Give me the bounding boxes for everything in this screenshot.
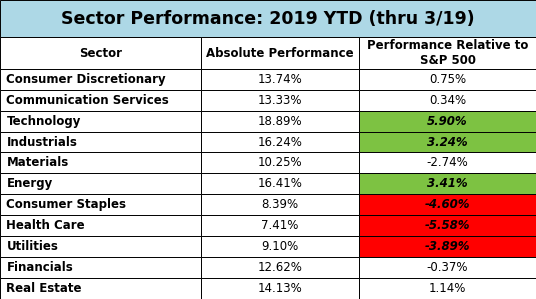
Text: 18.89%: 18.89% — [258, 115, 302, 128]
Text: -5.58%: -5.58% — [425, 219, 470, 232]
FancyBboxPatch shape — [201, 236, 359, 257]
Text: 3.24%: 3.24% — [427, 135, 468, 149]
Text: Real Estate: Real Estate — [6, 282, 82, 295]
FancyBboxPatch shape — [0, 90, 201, 111]
Text: -2.74%: -2.74% — [427, 156, 468, 170]
Text: 8.39%: 8.39% — [262, 198, 299, 211]
Text: Health Care: Health Care — [6, 219, 85, 232]
Text: 10.25%: 10.25% — [258, 156, 302, 170]
FancyBboxPatch shape — [359, 111, 536, 132]
Text: 16.41%: 16.41% — [258, 177, 302, 190]
Text: 16.24%: 16.24% — [258, 135, 302, 149]
Text: Consumer Staples: Consumer Staples — [6, 198, 126, 211]
FancyBboxPatch shape — [201, 132, 359, 152]
FancyBboxPatch shape — [201, 215, 359, 236]
Text: Performance Relative to
S&P 500: Performance Relative to S&P 500 — [367, 39, 528, 67]
FancyBboxPatch shape — [0, 278, 201, 299]
FancyBboxPatch shape — [201, 152, 359, 173]
Text: 3.41%: 3.41% — [427, 177, 468, 190]
FancyBboxPatch shape — [0, 173, 201, 194]
Text: 7.41%: 7.41% — [262, 219, 299, 232]
Text: 0.75%: 0.75% — [429, 73, 466, 86]
FancyBboxPatch shape — [359, 37, 536, 69]
Text: Sector Performance: 2019 YTD (thru 3/19): Sector Performance: 2019 YTD (thru 3/19) — [61, 10, 475, 28]
Text: -0.37%: -0.37% — [427, 261, 468, 274]
Text: 5.90%: 5.90% — [427, 115, 468, 128]
FancyBboxPatch shape — [201, 90, 359, 111]
FancyBboxPatch shape — [359, 152, 536, 173]
Text: 9.10%: 9.10% — [262, 240, 299, 253]
FancyBboxPatch shape — [201, 257, 359, 278]
FancyBboxPatch shape — [359, 132, 536, 152]
Text: Absolute Performance: Absolute Performance — [206, 47, 354, 60]
FancyBboxPatch shape — [0, 236, 201, 257]
Text: 13.74%: 13.74% — [258, 73, 302, 86]
Text: 1.14%: 1.14% — [429, 282, 466, 295]
FancyBboxPatch shape — [201, 37, 359, 69]
FancyBboxPatch shape — [201, 69, 359, 90]
Text: Sector: Sector — [79, 47, 122, 60]
Text: -3.89%: -3.89% — [425, 240, 470, 253]
FancyBboxPatch shape — [201, 111, 359, 132]
FancyBboxPatch shape — [0, 257, 201, 278]
FancyBboxPatch shape — [0, 69, 201, 90]
FancyBboxPatch shape — [0, 194, 201, 215]
FancyBboxPatch shape — [201, 173, 359, 194]
FancyBboxPatch shape — [0, 111, 201, 132]
FancyBboxPatch shape — [359, 236, 536, 257]
FancyBboxPatch shape — [0, 132, 201, 152]
FancyBboxPatch shape — [359, 194, 536, 215]
FancyBboxPatch shape — [0, 152, 201, 173]
FancyBboxPatch shape — [0, 37, 201, 69]
Text: Utilities: Utilities — [6, 240, 58, 253]
Text: Financials: Financials — [6, 261, 73, 274]
FancyBboxPatch shape — [359, 69, 536, 90]
FancyBboxPatch shape — [359, 173, 536, 194]
FancyBboxPatch shape — [201, 278, 359, 299]
FancyBboxPatch shape — [359, 278, 536, 299]
FancyBboxPatch shape — [359, 215, 536, 236]
FancyBboxPatch shape — [359, 257, 536, 278]
Text: 13.33%: 13.33% — [258, 94, 302, 107]
Text: Energy: Energy — [6, 177, 53, 190]
FancyBboxPatch shape — [0, 0, 536, 37]
FancyBboxPatch shape — [201, 194, 359, 215]
Text: Industrials: Industrials — [6, 135, 77, 149]
Text: Consumer Discretionary: Consumer Discretionary — [6, 73, 166, 86]
Text: Communication Services: Communication Services — [6, 94, 169, 107]
Text: 12.62%: 12.62% — [258, 261, 302, 274]
FancyBboxPatch shape — [0, 215, 201, 236]
Text: -4.60%: -4.60% — [425, 198, 470, 211]
Text: Materials: Materials — [6, 156, 69, 170]
Text: Technology: Technology — [6, 115, 81, 128]
FancyBboxPatch shape — [359, 90, 536, 111]
Text: 0.34%: 0.34% — [429, 94, 466, 107]
Text: 14.13%: 14.13% — [258, 282, 302, 295]
